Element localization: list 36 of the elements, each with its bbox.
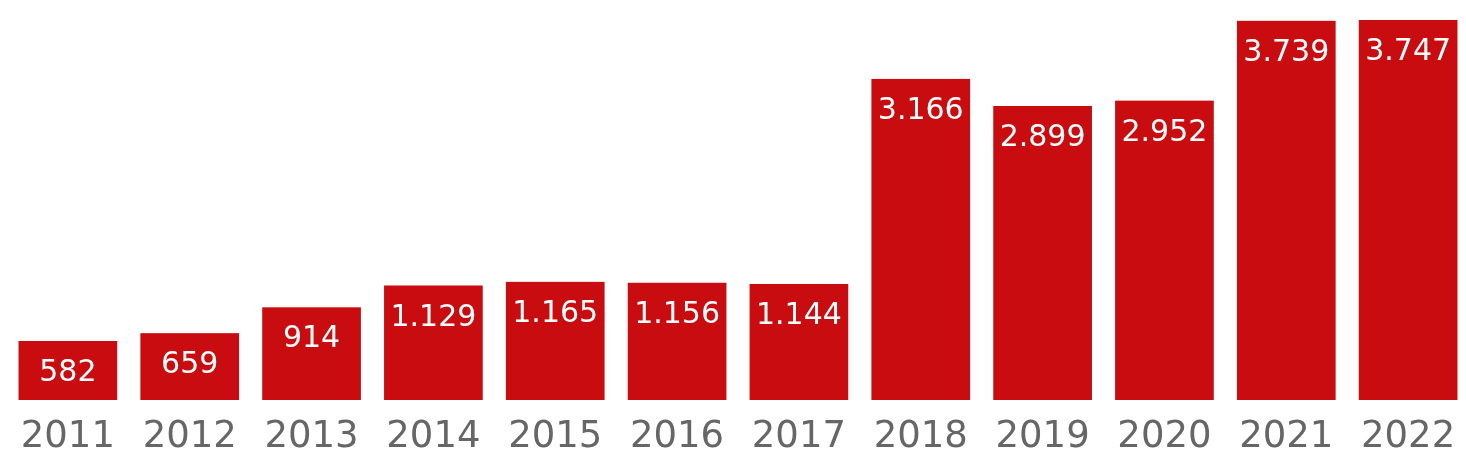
x-tick-label: 2020	[1117, 413, 1212, 452]
bar	[262, 307, 361, 400]
x-tick-label: 2011	[20, 413, 115, 452]
x-tick-label: 2017	[751, 413, 847, 452]
data-label: 2.899	[999, 118, 1086, 153]
x-tick-label: 2022	[1361, 413, 1456, 452]
x-tick-label: 2012	[142, 413, 237, 452]
bar	[749, 283, 849, 400]
data-label: 1.129	[390, 297, 477, 333]
bar	[993, 106, 1092, 400]
data-label: 582	[39, 352, 97, 388]
bar	[140, 333, 240, 400]
x-tick-label: 2021	[1239, 413, 1334, 452]
bar	[18, 340, 118, 400]
x-tick-label: 2014	[386, 413, 481, 452]
x-tick-label: 2013	[264, 413, 359, 452]
data-label: 1.144	[755, 295, 842, 331]
bar	[1236, 20, 1336, 400]
bar	[505, 281, 605, 400]
bar	[1115, 100, 1214, 400]
data-label: 914	[282, 319, 341, 355]
data-label: 1.156	[634, 294, 721, 330]
data-label: 3.166	[877, 90, 964, 126]
data-label: 3.747	[1365, 32, 1452, 67]
x-tick-label: 2018	[873, 413, 968, 452]
bar	[871, 78, 971, 400]
bar	[1358, 20, 1458, 400]
data-label: 1.165	[512, 293, 599, 329]
x-tick-label: 2019	[995, 413, 1090, 452]
x-tick-label: 2015	[508, 413, 603, 452]
bar	[384, 285, 483, 400]
data-label: 659	[161, 345, 219, 381]
x-tick-label: 2016	[629, 413, 725, 452]
bar	[627, 282, 727, 400]
data-label: 3.739	[1243, 32, 1330, 68]
data-label: 2.952	[1121, 112, 1208, 148]
